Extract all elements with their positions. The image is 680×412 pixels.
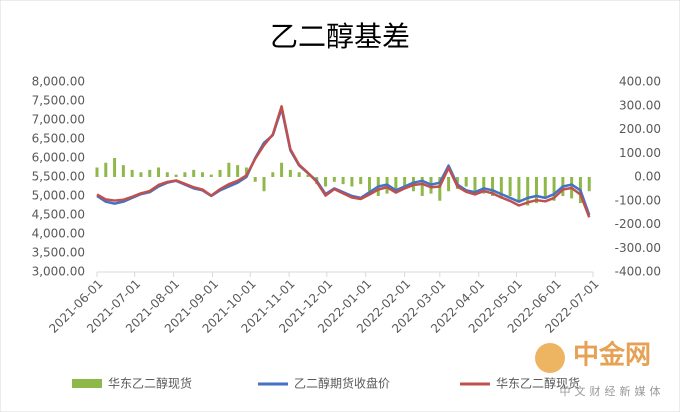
y2-tick-label: 400.00: [619, 75, 661, 89]
bar: [183, 172, 187, 177]
bar: [271, 172, 275, 177]
bar: [517, 177, 521, 201]
bar: [438, 177, 442, 201]
bar: [394, 177, 398, 192]
bar: [324, 177, 328, 187]
y2-tick-label: 100.00: [619, 146, 661, 160]
bar: [359, 177, 363, 185]
bar: [499, 177, 503, 199]
legend-label: 华东乙二醇现货: [108, 376, 192, 391]
bar: [218, 169, 222, 177]
bar: [491, 177, 495, 196]
y-tick-label: 3,500.00: [32, 246, 85, 260]
bar: [139, 172, 143, 177]
logo: [535, 343, 565, 373]
bar: [482, 177, 486, 194]
bar: [526, 177, 530, 206]
y-tick-label: 5,000.00: [32, 189, 85, 203]
legend-swatch: [72, 379, 102, 388]
bar: [200, 172, 204, 177]
bar: [262, 177, 266, 192]
watermark-slogan: 中文财经新媒体: [560, 384, 665, 398]
y-tick-label: 7,000.00: [32, 113, 85, 127]
y-tick-label: 7,500.00: [32, 94, 85, 108]
y2-tick-label: 0.00: [634, 170, 661, 184]
line: [96, 105, 591, 218]
y-tick-label: 3,000.00: [32, 265, 85, 279]
bar: [236, 165, 240, 177]
bar: [130, 169, 134, 177]
bar: [148, 169, 152, 177]
bar: [244, 167, 248, 177]
y2-tick-label: -100.00: [615, 193, 661, 207]
bar: [121, 165, 125, 177]
y2-tick-label: 300.00: [619, 98, 661, 112]
bar: [306, 174, 310, 177]
y-tick-label: 6,000.00: [32, 151, 85, 165]
bar: [165, 172, 169, 177]
bar: [543, 177, 547, 199]
bar: [464, 177, 468, 187]
bar: [104, 162, 108, 177]
chart-title: 乙二醇基差: [270, 20, 410, 53]
y2-tick-label: -400.00: [615, 265, 661, 279]
y2-tick-label: -300.00: [615, 241, 661, 255]
bar: [420, 177, 424, 196]
bar: [534, 177, 538, 204]
bar: [227, 162, 231, 177]
bar: [350, 177, 354, 187]
bar: [332, 177, 336, 182]
y-tick-label: 4,500.00: [32, 208, 85, 222]
bar: [447, 177, 451, 192]
bar: [508, 177, 512, 196]
bar: [253, 177, 257, 182]
bar: [95, 167, 99, 177]
legend-label: 乙二醇期货收盘价: [294, 376, 390, 391]
bar: [280, 162, 284, 177]
bar: [174, 174, 178, 177]
y-tick-label: 6,500.00: [32, 132, 85, 146]
bar: [552, 177, 556, 201]
y-tick-label: 4,000.00: [32, 227, 85, 241]
bar: [473, 177, 477, 192]
y2-tick-label: 200.00: [619, 122, 661, 136]
legend-label: 华东乙二醇现货: [496, 376, 580, 391]
y-tick-label: 5,500.00: [32, 170, 85, 184]
bar: [157, 167, 161, 177]
bar: [192, 169, 196, 177]
bar: [209, 174, 213, 177]
bar: [113, 158, 117, 177]
bar: [297, 172, 301, 177]
y2-tick-label: -200.00: [615, 217, 661, 231]
bar: [341, 177, 345, 185]
bar: [367, 177, 371, 192]
bar: [288, 169, 292, 177]
y-tick-label: 8,000.00: [32, 75, 85, 89]
bar: [403, 177, 407, 189]
bar: [587, 177, 591, 192]
watermark-brand: 中金网: [573, 340, 651, 371]
